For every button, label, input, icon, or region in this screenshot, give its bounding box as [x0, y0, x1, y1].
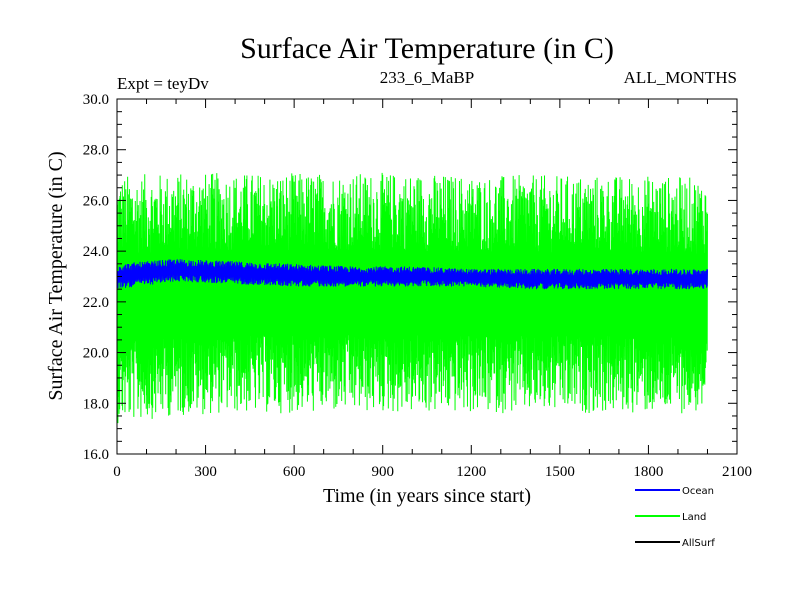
x-tick-label: 2100 — [722, 464, 752, 480]
y-tick-label: 16.0 — [83, 447, 109, 463]
y-tick-label: 26.0 — [83, 193, 109, 209]
subtitle-expt: Expt = teyDv — [117, 74, 209, 93]
x-axis-label: Time (in years since start) — [323, 485, 531, 507]
series-layer — [116, 172, 708, 424]
series-land-line — [116, 172, 708, 424]
chart-title: Surface Air Temperature (in C) — [240, 32, 614, 65]
y-tick-label: 22.0 — [83, 295, 109, 311]
legend: Ocean Land AllSurf — [635, 486, 715, 549]
y-axis-label: Surface Air Temperature (in C) — [45, 151, 67, 400]
y-tick-label: 20.0 — [83, 346, 109, 362]
x-tick-label: 1800 — [633, 464, 663, 480]
x-tick-label: 900 — [371, 464, 394, 480]
x-tick-label: 1200 — [456, 464, 486, 480]
y-tick-label: 18.0 — [83, 396, 109, 412]
series-ocean-line — [116, 259, 708, 290]
x-tick-label: 600 — [283, 464, 306, 480]
legend-label-ocean: Ocean — [682, 486, 714, 497]
y-axis-ticks: 16.0 18.0 20.0 22.0 24.0 26.0 28.0 30.0 — [83, 92, 737, 463]
x-tick-label: 0 — [113, 464, 121, 480]
legend-label-allsurf: AllSurf — [682, 538, 715, 549]
subtitle-months: ALL_MONTHS — [624, 68, 737, 87]
legend-label-land: Land — [682, 512, 706, 523]
x-axis-ticks: 0 300 600 900 1200 1500 1800 2100 — [113, 99, 752, 480]
x-tick-label: 300 — [194, 464, 217, 480]
x-tick-label: 1500 — [545, 464, 575, 480]
y-tick-label: 28.0 — [83, 143, 109, 159]
subtitle-period: 233_6_MaBP — [380, 68, 474, 87]
y-tick-label: 30.0 — [83, 92, 109, 108]
y-tick-label: 24.0 — [83, 244, 109, 260]
